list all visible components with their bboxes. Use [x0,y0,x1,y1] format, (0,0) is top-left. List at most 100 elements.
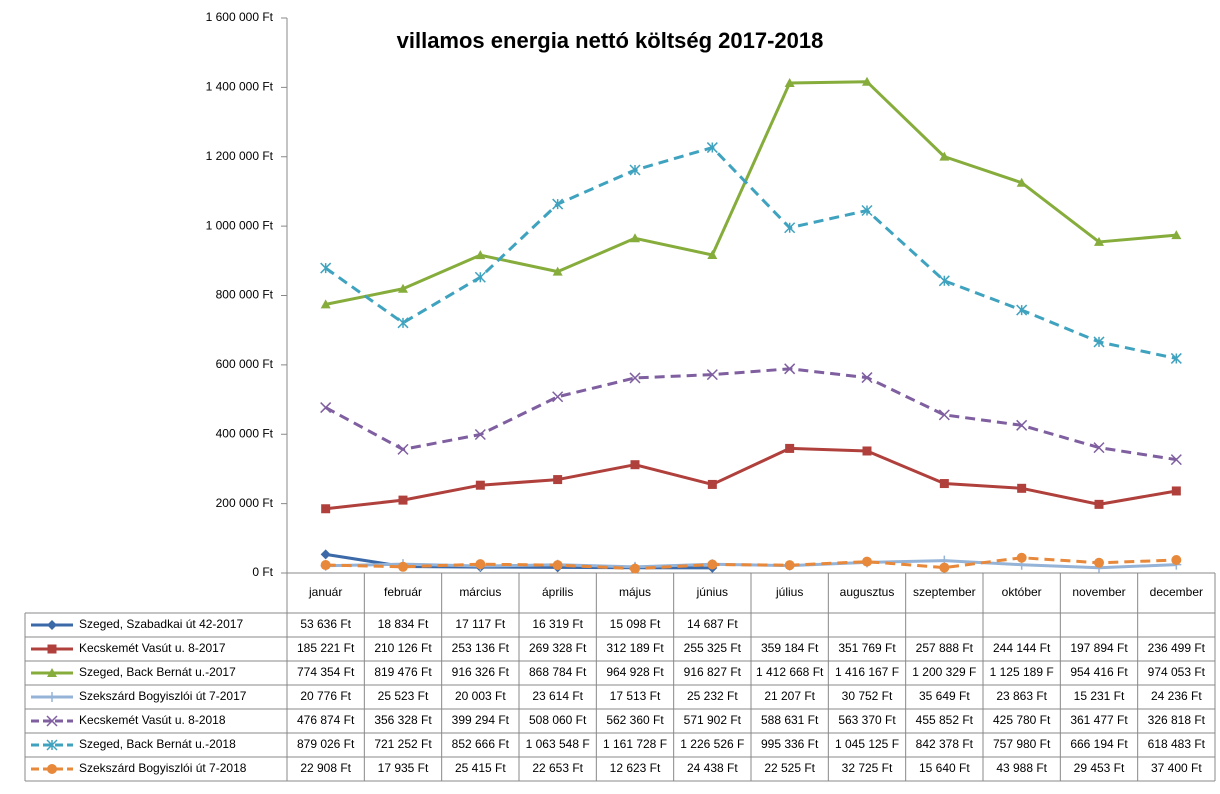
legend-marker [47,764,57,774]
data-table-cell: 25 232 Ft [687,689,738,703]
data-point [629,164,641,176]
data-table-cell: 269 328 Ft [529,641,587,655]
data-point [320,549,331,560]
x-tick-label: január [308,585,342,599]
legend-marker [46,715,58,727]
data-table-cell: 588 631 Ft [761,713,819,727]
data-point [552,266,563,276]
data-point [784,77,795,87]
data-table-cell: 774 354 Ft [297,665,355,679]
y-tick-label: 1 000 000 Ft [206,218,274,232]
data-point [475,559,486,570]
data-table-cell: 361 477 Ft [1070,713,1128,727]
data-table-cell: 868 784 Ft [529,665,587,679]
y-tick-label: 800 000 Ft [216,288,274,302]
data-table-cell: 455 852 Ft [916,713,974,727]
data-table-cell: 23 614 Ft [532,689,583,703]
data-point [475,250,486,260]
data-table-cell: 359 184 Ft [761,641,819,655]
data-point [553,475,563,485]
data-table-cell: 312 189 Ft [606,641,664,655]
data-point [938,409,950,421]
data-table-cell: 210 126 Ft [374,641,432,655]
y-tick-label: 1 200 000 Ft [206,149,274,163]
data-table-cell: 1 412 668 Ft [756,665,824,679]
series-line [325,556,1177,571]
x-tick-label: november [1072,585,1125,599]
data-table-cell: 618 483 Ft [1148,737,1206,751]
data-table-cell: 29 453 Ft [1074,761,1125,775]
x-tick-label: június [696,585,728,599]
data-table-cell: 22 908 Ft [300,761,351,775]
data-table-cell: 916 326 Ft [452,665,510,679]
data-table-cell: 995 336 Ft [761,737,819,751]
data-table-cell: 757 980 Ft [993,737,1051,751]
data-point [861,204,873,217]
data-point [1016,419,1028,431]
data-table-cell: 17 935 Ft [378,761,429,775]
data-table-cell: 35 649 Ft [919,689,970,703]
y-tick-label: 0 Ft [252,565,273,579]
legend-label: Szeged, Back Bernát u.-2017 [79,665,236,679]
legend-label: Szeged, Szabadkai út 42-2017 [79,617,243,631]
data-point [475,480,485,490]
data-point [1093,442,1105,454]
x-tick-label: május [619,585,651,599]
data-table-cell: 879 026 Ft [297,737,355,751]
data-table-cell: 1 045 125 F [835,737,899,751]
data-table-cell: 916 827 Ft [684,665,742,679]
data-point [321,504,331,514]
data-table-cell: 15 640 Ft [919,761,970,775]
data-point [320,299,331,309]
data-table-cell: 53 636 Ft [300,617,351,631]
data-table-cell: 185 221 Ft [297,641,355,655]
data-table-cell: 12 623 Ft [610,761,661,775]
data-table-cell: 21 207 Ft [764,689,815,703]
data-table-cell: 351 769 Ft [838,641,896,655]
data-table-cell: 22 525 Ft [764,761,815,775]
series-line [324,146,1177,360]
data-table-cell: 16 319 Ft [532,617,583,631]
data-table-cell: 1 416 167 F [835,665,899,679]
data-point [1094,557,1104,568]
data-point [706,142,718,154]
data-point [706,369,718,381]
data-point [320,262,332,274]
data-table-cell: 571 902 Ft [684,713,742,727]
data-point [397,317,409,329]
data-point [784,363,796,375]
data-table-cell: 20 776 Ft [300,689,351,703]
data-point [474,428,486,441]
data-table-cell: 819 476 Ft [374,665,432,679]
data-point [707,249,718,259]
data-point [862,446,872,456]
data-table-cell: 721 252 Ft [374,737,432,751]
data-table-cell: 399 294 Ft [452,713,510,727]
y-tick-label: 1 600 000 Ft [206,10,274,24]
data-table-cell: 326 818 Ft [1148,713,1206,727]
data-point [630,233,640,243]
data-point [1094,236,1104,246]
data-point [1016,177,1027,187]
data-point [1016,304,1028,316]
data-table-cell: 425 780 Ft [993,713,1051,727]
y-tick-label: 600 000 Ft [216,357,274,371]
data-table-cell: 24 438 Ft [687,761,738,775]
data-point [320,560,331,571]
data-table-cell: 17 117 Ft [455,617,505,631]
data-table-cell: 197 894 Ft [1070,641,1128,655]
y-tick-label: 400 000 Ft [216,426,274,440]
data-table-cell: 20 003 Ft [455,689,506,703]
data-table-cell: 1 063 548 F [526,737,590,751]
legend-marker [46,739,58,751]
data-point [397,443,409,455]
data-table-cell: 964 928 Ft [606,665,664,679]
data-table-cell: 43 988 Ft [996,761,1047,775]
data-table-cell: 17 513 Ft [610,689,661,703]
data-table-cell: 32 725 Ft [842,761,893,775]
data-table-cell: 15 098 Ft [610,617,661,631]
data-point [707,559,718,570]
data-table-cell: 25 415 Ft [455,761,506,775]
chart-title: villamos energia nettó költség 2017-2018 [397,28,824,53]
legend-label: Szeged, Back Bernát u.-2018 [79,737,236,751]
